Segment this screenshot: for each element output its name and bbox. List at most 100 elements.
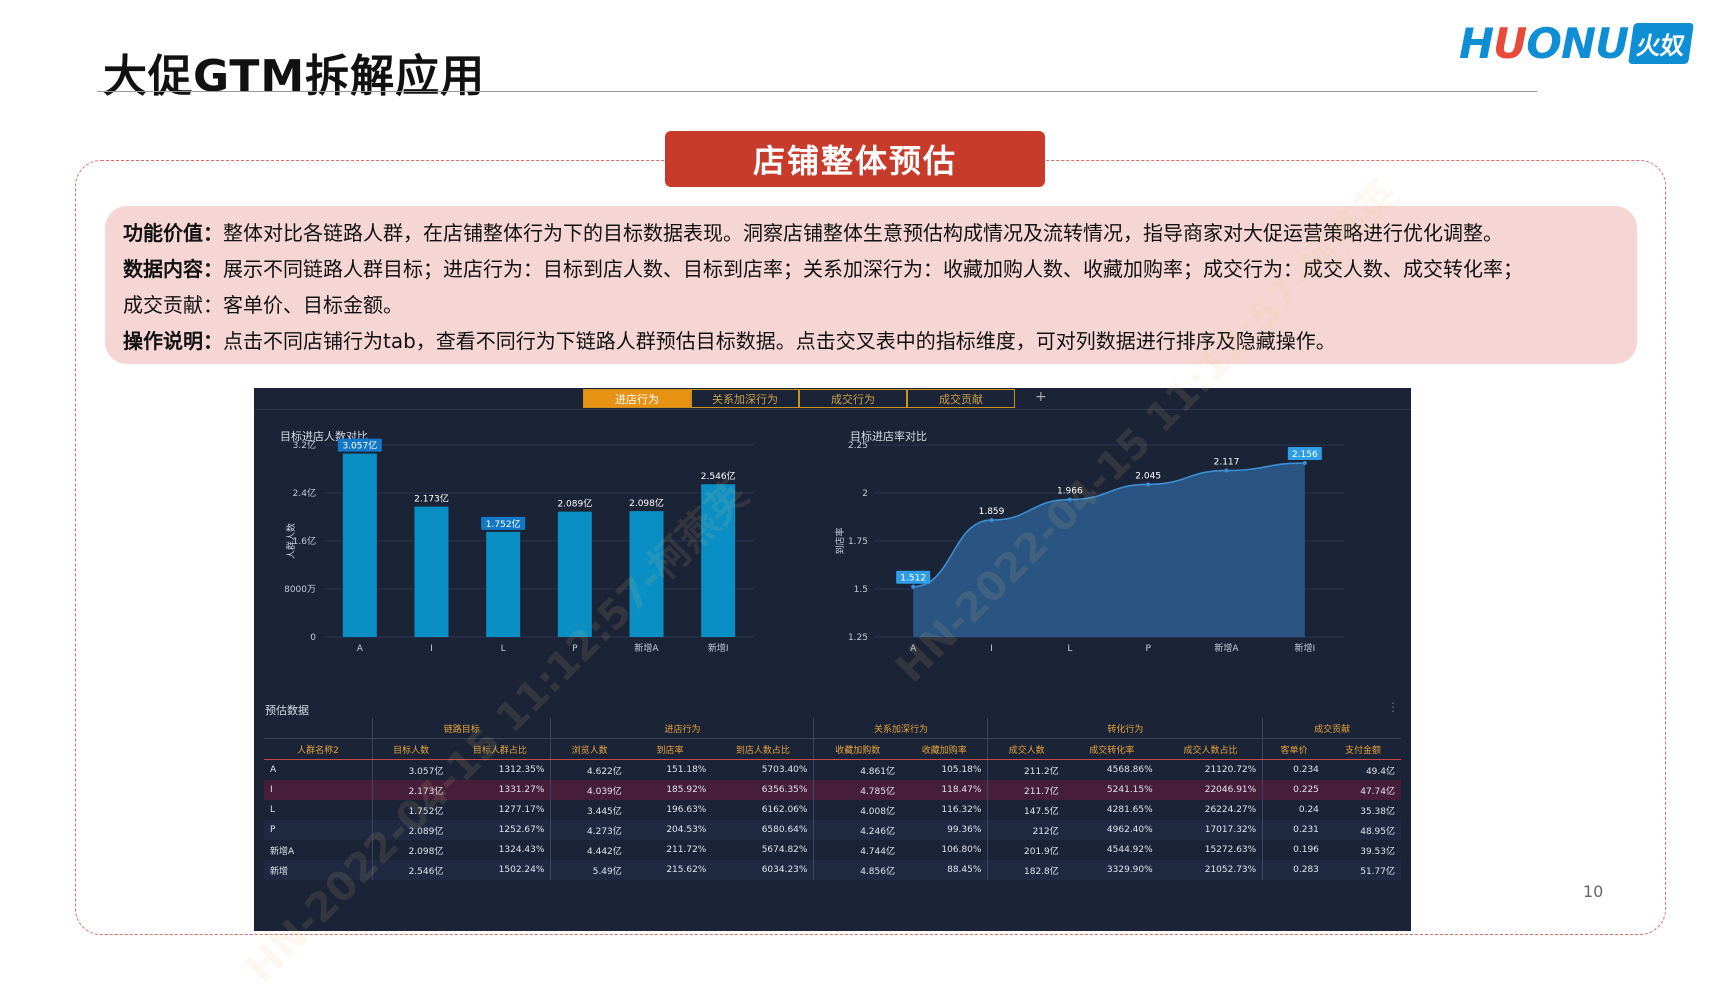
y-axis-label: 到店率	[834, 527, 846, 554]
table-cell: 6162.06%	[761, 805, 808, 815]
column-header[interactable]: 到店率	[627, 738, 713, 760]
ops-text: 点击不同店铺行为tab，查看不同行为下链路人群预估目标数据。点击交叉表中的指标维…	[223, 329, 1336, 353]
page-number: 10	[1583, 882, 1604, 901]
table-cell: 3.057亿	[372, 759, 450, 780]
table-cell: 5241.15%	[1106, 785, 1153, 795]
table-cell: 204.53%	[666, 825, 707, 835]
y-tick-label: 1.6亿	[293, 535, 316, 547]
data-label: 3.057亿	[342, 440, 377, 452]
table-cell: 0.225	[1262, 780, 1325, 800]
data-label-bg	[896, 570, 931, 584]
table-cell: 88.45%	[947, 865, 982, 875]
y-tick-label: 2.25	[848, 441, 868, 451]
x-tick-label: 新增A	[634, 642, 659, 654]
add-tab-button[interactable]: +	[1035, 389, 1047, 405]
group-header-target[interactable]: 链路目标	[371, 718, 551, 739]
row-name-cell: 新增	[270, 866, 289, 877]
column-header[interactable]: 人群名称2	[264, 738, 373, 760]
logo-letter-u: U	[1493, 18, 1527, 68]
column-header[interactable]: 成交人数	[987, 738, 1065, 760]
content-label: 数据内容：	[123, 257, 223, 281]
row-name-cell: I	[270, 785, 273, 795]
tab-contribution[interactable]: 成交贡献	[907, 389, 1015, 408]
data-label: 2.045	[1135, 471, 1161, 481]
table-cell: 35.38亿	[1360, 806, 1395, 817]
table-cell: 211.7亿	[987, 780, 1065, 800]
table-cell: 2.098亿	[372, 840, 450, 860]
table-cell: 2.089亿	[372, 820, 450, 840]
group-header-empty	[264, 718, 373, 739]
column-header[interactable]: 目标人群占比	[449, 738, 551, 760]
y-tick-label: 1.25	[848, 633, 868, 643]
table-cell: 211.72%	[666, 845, 707, 855]
desc-line-value: 功能价值：整体对比各链路人群，在店铺整体行为下的目标数据表现。洞察店铺整体生意预…	[123, 215, 1619, 251]
bar	[629, 511, 664, 637]
y-tick-label: 3.2亿	[293, 439, 316, 451]
table-cell: 118.47%	[941, 785, 982, 795]
table-cell: 196.63%	[666, 805, 707, 815]
column-header[interactable]: 目标人数	[372, 738, 450, 760]
column-header[interactable]: 客单价	[1262, 738, 1325, 760]
table-cell: 5703.40%	[761, 765, 808, 775]
more-options-icon[interactable]: ⋮	[1387, 700, 1399, 714]
data-label: 2.546亿	[701, 470, 736, 482]
table-cell: 215.62%	[666, 865, 707, 875]
logo-letters-onu: ONU	[1526, 18, 1629, 68]
estimate-table: 链路目标 进店行为 关系加深行为 转化行为 成交贡献 人群名称2 目标人数 目标人群…	[264, 718, 1401, 880]
table-cell: 5674.82%	[761, 845, 808, 855]
table-cell: 2.546亿	[372, 860, 450, 880]
tab-store-visit[interactable]: 进店行为	[583, 389, 691, 408]
column-header[interactable]: 到店人数占比	[712, 738, 814, 760]
table-cell: 49.4亿	[1365, 766, 1395, 777]
content-text: 展示不同链路人群目标；进店行为：目标到店人数、目标到店率；关系加深行为：收藏加购…	[223, 257, 1523, 281]
value-label: 功能价值：	[123, 221, 223, 245]
row-name-cell: P	[270, 825, 276, 835]
group-header-relation[interactable]: 关系加深行为	[813, 718, 988, 739]
group-header-contribution[interactable]: 成交贡献	[1262, 718, 1401, 739]
table-cell: 17017.32%	[1204, 825, 1257, 835]
table-cell: 1.752亿	[372, 800, 450, 820]
table-cell: 0.231	[1262, 820, 1325, 840]
x-tick-label: I	[430, 644, 433, 654]
column-header[interactable]: 成交转化率	[1064, 738, 1159, 760]
bar	[701, 484, 736, 637]
x-tick-label: P	[1145, 644, 1151, 654]
x-tick-label: L	[1067, 644, 1072, 654]
table-cell: 1331.27%	[498, 785, 545, 795]
table-cell: 0.283	[1262, 860, 1325, 880]
column-header[interactable]: 成交人数占比	[1158, 738, 1263, 760]
column-header[interactable]: 收藏加购率	[900, 738, 988, 760]
tab-relation-deepen[interactable]: 关系加深行为	[691, 389, 799, 408]
title-divider	[97, 91, 1537, 92]
table-cell: 3329.90%	[1106, 865, 1153, 875]
ops-label: 操作说明：	[123, 329, 223, 353]
behavior-tabs: 进店行为 关系加深行为 成交行为 成交贡献 +	[583, 389, 1047, 409]
table-cell: 0.196	[1262, 840, 1325, 860]
column-header[interactable]: 浏览人数	[550, 738, 628, 760]
table-cell: 48.95亿	[1360, 826, 1395, 837]
bar	[414, 506, 449, 637]
desc-line-content2: 成交贡献：客单价、目标金额。	[123, 293, 403, 317]
table-cell: 6580.64%	[761, 825, 808, 835]
column-header[interactable]: 支付金额	[1324, 738, 1401, 760]
table-cell: 3.445亿	[550, 800, 628, 820]
y-tick-label: 2	[862, 489, 868, 499]
data-point	[989, 518, 994, 523]
table-cell: 4.246亿	[813, 820, 901, 840]
table-cell: 185.92%	[666, 785, 707, 795]
table-cell: 4.273亿	[550, 820, 628, 840]
table-cell: 0.234	[1262, 759, 1325, 780]
group-header-visit[interactable]: 进店行为	[550, 718, 814, 739]
table-cell: 26224.27%	[1204, 805, 1257, 815]
y-tick-label: 1.75	[848, 537, 868, 547]
brand-logo: HUONU 火奴	[1459, 18, 1695, 68]
group-header-conversion[interactable]: 转化行为	[987, 718, 1263, 739]
tab-transaction[interactable]: 成交行为	[799, 389, 907, 408]
tab-divider	[254, 409, 1411, 410]
table-cell: 39.53亿	[1360, 846, 1395, 857]
column-header[interactable]: 收藏加购数	[813, 738, 901, 760]
data-label: 1.966	[1057, 487, 1083, 497]
series-line	[913, 462, 1305, 588]
y-tick-label: 2.4亿	[293, 487, 316, 499]
